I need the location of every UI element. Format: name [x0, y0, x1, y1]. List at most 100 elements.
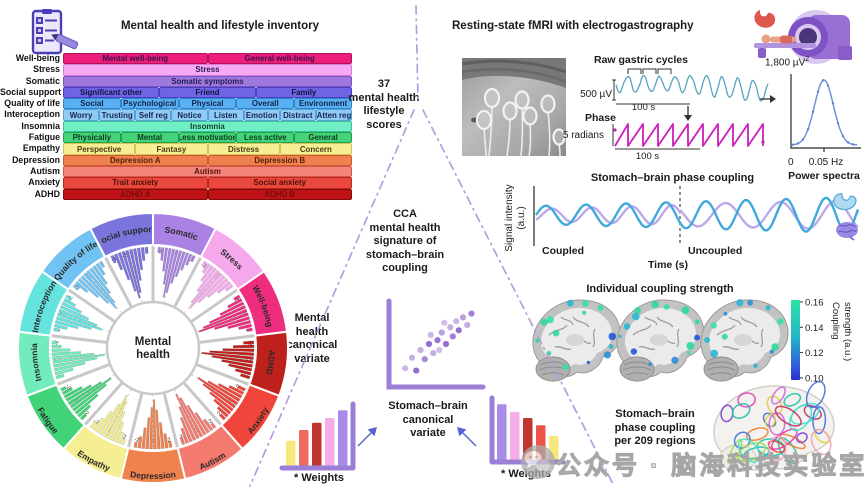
scatter-dot — [442, 340, 450, 348]
dash-line-right — [422, 109, 615, 487]
scatter-dot — [468, 310, 475, 317]
hist-bar — [194, 411, 210, 434]
hist-bar — [202, 418, 214, 432]
coupling-cluster — [704, 337, 711, 343]
scatter-dot — [408, 354, 416, 361]
parcellation-region — [737, 392, 756, 408]
weight-bar — [338, 410, 348, 466]
inventory-row-label: Autism — [30, 165, 60, 176]
hist-bar — [63, 386, 83, 399]
hist-bar — [228, 385, 245, 396]
phase-sawtooth — [612, 123, 765, 150]
parcellation-region — [737, 442, 766, 463]
watermark-text: 公众号 · 脑海科技实验室 — [555, 452, 865, 481]
scatter-dot — [402, 365, 409, 372]
inventory-cell: Concern — [279, 143, 352, 155]
phase-label: Phase — [585, 112, 616, 124]
hist-bar — [198, 312, 249, 333]
scores-text: 37 mental health lifestyle scores — [348, 78, 420, 131]
hist-bar — [162, 248, 176, 298]
inventory-cell: Trait anxiety — [63, 177, 208, 189]
hist-bar — [110, 254, 117, 264]
coupling-cluster — [769, 349, 774, 354]
scatter-dot — [441, 319, 448, 326]
hist-bar — [238, 323, 253, 330]
weights-arrow-left — [357, 427, 377, 447]
coupling-cluster — [723, 311, 728, 316]
hist-bar — [129, 248, 142, 294]
parcellation-region — [768, 412, 786, 436]
inventory-cell: Perspective — [63, 143, 136, 155]
scatter-dot — [434, 337, 441, 344]
inventory-row: Anxiety Trait anxiety Social anxiety — [0, 177, 352, 189]
scatter-dot — [459, 314, 467, 321]
weight-bar — [325, 418, 335, 466]
coupling-cluster — [582, 300, 589, 307]
parcellation-brain — [713, 380, 835, 472]
hist-bar — [165, 249, 179, 294]
parcellation-region — [767, 440, 786, 454]
hist-bar — [55, 316, 92, 330]
hist-bar — [58, 308, 98, 327]
hist-bar — [180, 252, 189, 271]
scatter-dot — [455, 327, 462, 334]
inventory-cell: Significant other — [63, 86, 160, 99]
hist-bar — [219, 413, 227, 421]
inventory-cell: Self reg — [135, 109, 172, 121]
hist-bar — [102, 394, 128, 438]
coupling-cluster — [710, 349, 719, 358]
segment-tick: 2 — [217, 411, 224, 418]
hist-bar — [77, 404, 92, 418]
inventory-cell: Trusting — [99, 109, 136, 121]
inventory-cell: Distress — [207, 143, 280, 155]
stomach-icon — [833, 192, 857, 211]
coupling-colorbar: 0.16 0.14 0.12 0.10 Coupling strength (a.u.) — [791, 298, 853, 384]
inventory-cell: Fantasy — [135, 143, 208, 155]
inventory-row: Fatigue Physically Mental Less motivation Le… — [0, 132, 352, 144]
parcellation-region — [796, 432, 808, 444]
scatter-dot — [427, 331, 434, 338]
inventory-cell: ADHD B — [207, 188, 352, 200]
inventory-row-label: ADHD — [34, 188, 60, 199]
parcellation-region — [783, 392, 802, 407]
hist-bar — [190, 255, 196, 263]
inventory-cell: Notice — [171, 109, 208, 121]
hist-bar — [145, 417, 151, 450]
coupling-title: Stomach–brain phase coupling — [590, 172, 755, 184]
hist-bar — [75, 280, 89, 293]
coupling-ylabel-1: Signal intensity — [504, 184, 515, 251]
hist-bar — [89, 267, 111, 295]
colorbar-tick: 0.12 — [805, 348, 824, 359]
inventory-cell: Stress — [63, 64, 352, 76]
segment-tick: -2 — [207, 418, 215, 426]
coupling-cluster — [608, 344, 614, 349]
hist-bar — [77, 277, 100, 299]
coupling-cluster — [648, 362, 652, 367]
coupling-cluster — [535, 338, 540, 343]
raw-gastric-label: Raw gastric cycles — [594, 54, 688, 66]
weight-bar — [497, 404, 507, 460]
hist-bar — [53, 361, 86, 372]
hist-bar — [227, 319, 252, 330]
weights-arrow-right — [457, 427, 477, 447]
parcellation-region — [810, 428, 832, 456]
parcellation-region — [731, 403, 751, 419]
hist-bar — [140, 247, 146, 261]
parcellation-region — [812, 406, 827, 435]
weight-bar — [510, 412, 520, 460]
segment-tick: 0 — [60, 311, 67, 316]
power-spectra-label: Power spectra — [788, 170, 860, 182]
hist-bar — [74, 393, 99, 415]
hist-bar — [117, 431, 125, 444]
hist-bar — [200, 265, 214, 282]
inventory-row-label: Anxiety — [28, 177, 60, 188]
cca-text: CCA mental health signature of stomach–brai… — [365, 208, 445, 274]
segment-tick: 0 — [239, 311, 246, 316]
coupling-cluster — [771, 343, 779, 351]
hist-bar — [233, 294, 241, 301]
hist-bar — [72, 283, 80, 291]
coupling-cluster — [686, 341, 695, 350]
inventory-cell: Emotion — [243, 109, 280, 121]
coupling-cluster — [736, 299, 744, 307]
segment-tick: -2 — [134, 437, 140, 444]
